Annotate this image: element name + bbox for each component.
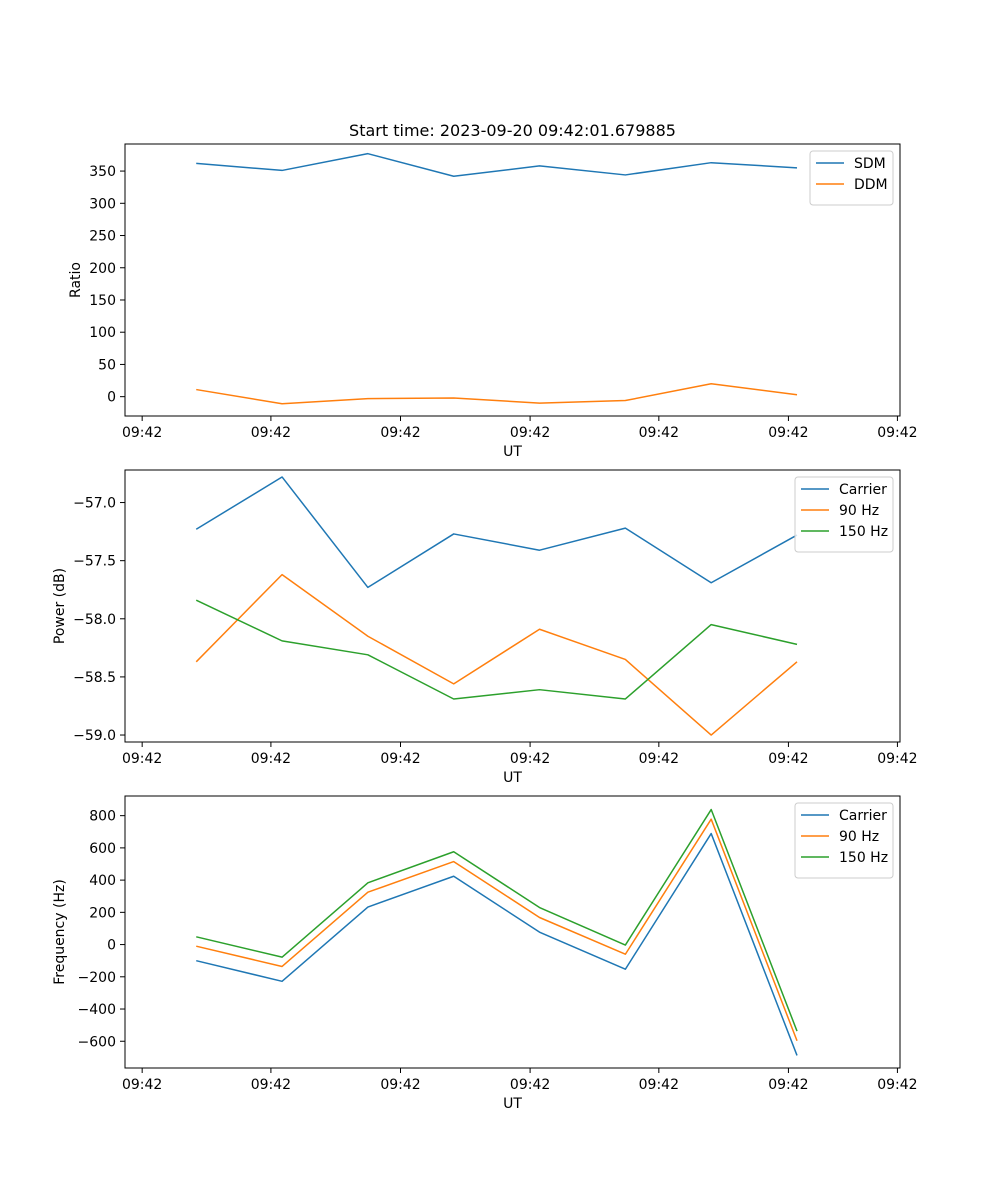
y-tick-label: −400	[78, 1002, 116, 1018]
series-line-90-hz	[196, 818, 798, 1042]
y-tick-label: 350	[89, 164, 116, 180]
legend-label: 90 Hz	[839, 829, 879, 845]
y-axis-label: Frequency (Hz)	[52, 879, 68, 985]
x-tick-label: 09:42	[251, 1077, 291, 1093]
y-tick-label: 400	[89, 873, 116, 889]
x-tick-label: 09:42	[510, 1077, 550, 1093]
y-axis-label: Ratio	[68, 262, 84, 298]
y-tick-label: 600	[89, 841, 116, 857]
y-tick-label: −57.0	[73, 496, 116, 512]
x-tick-label: 09:42	[251, 751, 291, 767]
x-tick-label: 09:42	[380, 1077, 420, 1093]
x-tick-label: 09:42	[877, 425, 917, 441]
y-tick-label: −57.5	[73, 554, 116, 570]
y-tick-label: 200	[89, 261, 116, 277]
legend-label: 90 Hz	[839, 503, 879, 519]
x-tick-label: 09:42	[510, 425, 550, 441]
legend-label: DDM	[854, 177, 888, 193]
x-tick-label: 09:42	[768, 751, 808, 767]
y-tick-label: −59.0	[73, 728, 116, 744]
x-tick-label: 09:42	[768, 425, 808, 441]
y-tick-label: 150	[89, 293, 116, 309]
y-tick-label: 0	[107, 938, 116, 954]
legend-label: Carrier	[839, 482, 887, 498]
chart-title: Start time: 2023-09-20 09:42:01.679885	[349, 121, 676, 140]
y-tick-label: 250	[89, 229, 116, 245]
subplot-1: 09:42 09:42 09:42 09:42 09:42 09:42 09:42 0 50 10…	[68, 143, 918, 460]
series-line-150-hz	[195, 599, 798, 700]
y-tick-label: 800	[89, 809, 116, 825]
subplot-3: 09:42 09:42 09:42 09:42 09:42 09:42 09:42 −600 −…	[52, 795, 918, 1112]
legend-box	[794, 476, 894, 553]
y-tick-label: 300	[89, 196, 116, 212]
y-tick-label: −58.5	[73, 670, 116, 686]
y-tick-label: −600	[78, 1034, 116, 1050]
y-tick-label: −200	[78, 970, 116, 986]
axes-frame	[124, 143, 901, 417]
subplot-2: 09:42 09:42 09:42 09:42 09:42 09:42 09:42 −59.0…	[52, 469, 918, 786]
x-tick-label: 09:42	[380, 425, 420, 441]
legend-label: 150 Hz	[839, 524, 888, 540]
y-tick-label: 50	[98, 357, 116, 373]
x-tick-label: 09:42	[380, 751, 420, 767]
series-line-sdm	[196, 152, 798, 177]
y-tick-label: 0	[107, 390, 116, 406]
x-axis-label: UT	[503, 1096, 522, 1112]
series-line-150-hz	[196, 808, 798, 1032]
x-tick-label: 09:42	[251, 425, 291, 441]
x-tick-label: 09:42	[122, 425, 162, 441]
legend: Carrier 90 Hz 150 Hz	[794, 476, 894, 553]
x-tick-label: 09:42	[122, 751, 162, 767]
x-axis-label: UT	[503, 770, 522, 786]
legend: Carrier 90 Hz 150 Hz	[794, 802, 894, 879]
x-tick-label: 09:42	[510, 751, 550, 767]
y-tick-label: 100	[89, 325, 116, 341]
legend-label: 150 Hz	[839, 850, 888, 866]
y-tick-label: 200	[89, 905, 116, 921]
x-tick-label: 09:42	[639, 1077, 679, 1093]
series-line-ddm	[196, 383, 798, 405]
x-tick-label: 09:42	[639, 425, 679, 441]
legend-box	[794, 802, 894, 879]
legend: SDM DDM	[809, 150, 894, 206]
x-tick-label: 09:42	[639, 751, 679, 767]
axes-frame	[124, 795, 901, 1069]
x-tick-label: 09:42	[877, 1077, 917, 1093]
legend-label: Carrier	[839, 808, 887, 824]
legend-box	[809, 150, 894, 206]
x-tick-label: 09:42	[877, 751, 917, 767]
x-tick-label: 09:42	[768, 1077, 808, 1093]
legend-label: SDM	[854, 156, 886, 172]
series-line-carrier	[195, 476, 798, 589]
x-tick-label: 09:42	[122, 1077, 162, 1093]
series-line-90-hz	[195, 573, 798, 736]
series-line-carrier	[196, 832, 798, 1056]
x-axis-label: UT	[503, 444, 522, 460]
y-tick-label: −58.0	[73, 612, 116, 628]
axes-frame	[124, 469, 901, 743]
y-axis-label: Power (dB)	[52, 568, 68, 644]
